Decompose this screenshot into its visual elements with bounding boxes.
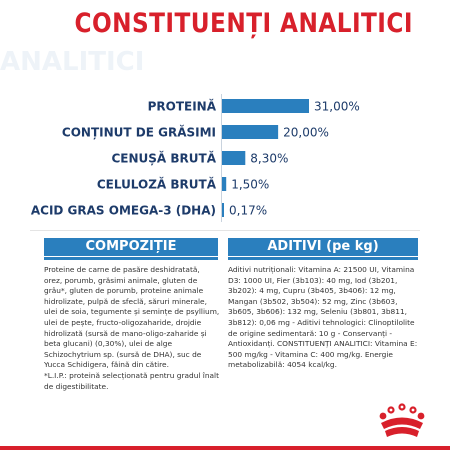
bar	[222, 125, 279, 139]
additives-text: Aditivi nutriționali: Vitamina A: 21500 …	[228, 265, 418, 370]
value-label: 31,00%	[314, 100, 360, 114]
value-label: 20,00%	[283, 126, 329, 140]
page-title: CONSTITUENȚI ANALITICI	[74, 8, 413, 39]
value-label: 8,30%	[250, 152, 288, 166]
chart-divider	[30, 230, 420, 231]
analytical-constituents-chart: PROTEINĂ 31,00% CONȚINUT DE GRĂSIMI 20,00% C…	[31, 94, 360, 222]
category-label: CELULOZĂ BRUTĂ	[97, 177, 217, 192]
composition-text: Proteine de carne de pasăre deshidratată…	[44, 265, 220, 391]
value-label: 1,50%	[231, 178, 269, 192]
category-label: PROTEINĂ	[148, 99, 217, 114]
value-label: 0,17%	[229, 204, 267, 218]
bar	[222, 151, 246, 165]
bar	[222, 177, 227, 191]
additives-header-stripe	[228, 257, 418, 260]
category-label: CENUȘĂ BRUTĂ	[111, 151, 216, 166]
composition-header-stripe	[44, 257, 218, 260]
bar	[222, 203, 224, 217]
royal-crown-logo-icon	[379, 403, 425, 437]
footer-bar	[0, 446, 450, 450]
bar	[222, 99, 309, 113]
additives-header: ADITIVI (pe kg)	[228, 238, 418, 256]
category-label: CONȚINUT DE GRĂSIMI	[62, 125, 216, 140]
title-watermark: ANALITICI	[0, 47, 145, 77]
category-label: ACID GRAS OMEGA-3 (DHA)	[31, 204, 216, 218]
composition-header: COMPOZIȚIE	[44, 238, 218, 256]
